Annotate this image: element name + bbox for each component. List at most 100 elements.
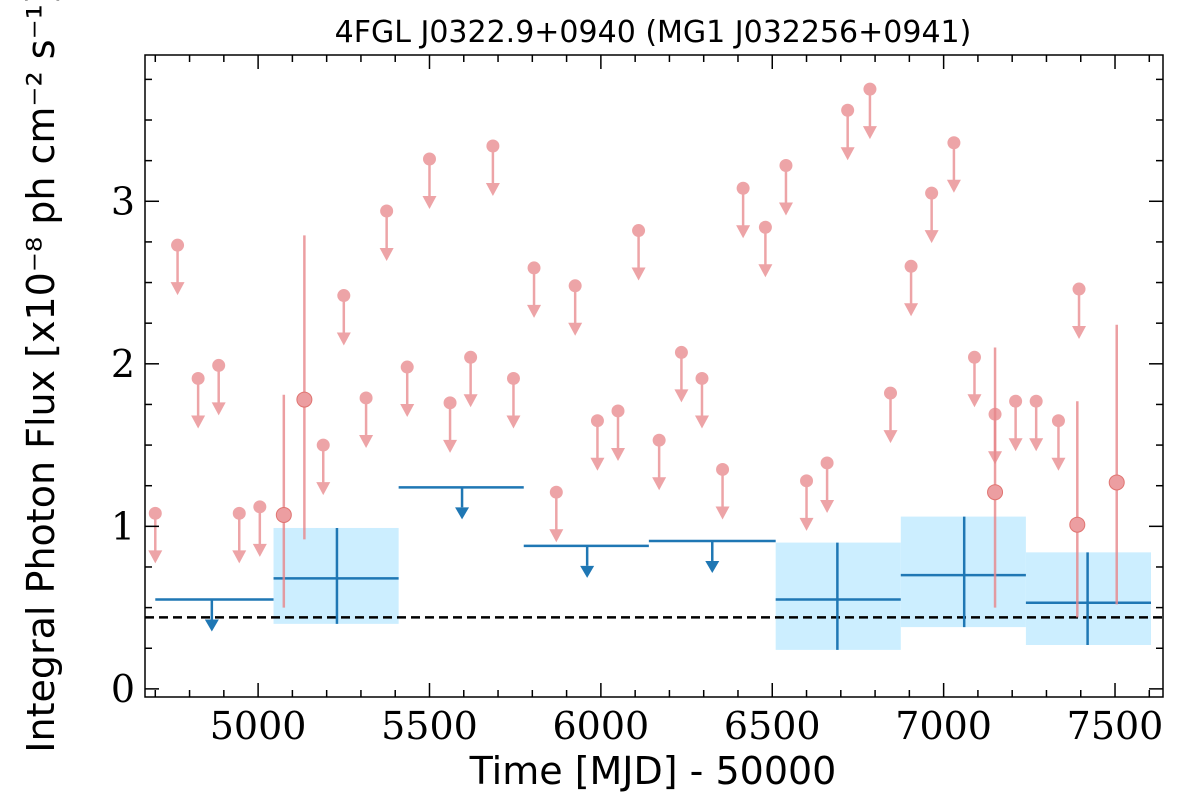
short-bin-upper-limit — [674, 345, 689, 403]
short-bin-limit-marker — [800, 474, 814, 488]
down-arrow-icon — [694, 415, 709, 429]
short-bin-limit-marker — [316, 438, 330, 452]
short-bin-limit-marker — [1009, 394, 1023, 408]
short-bin-upper-limit — [527, 261, 542, 318]
short-bin-upper-limit — [232, 506, 247, 564]
short-bin-upper-limit — [359, 391, 374, 448]
short-bin-limit-marker — [695, 371, 709, 385]
down-arrow-icon — [443, 439, 458, 453]
short-bin-upper-limit — [1051, 414, 1066, 471]
short-bin-upper-limit — [967, 350, 982, 408]
down-arrow-icon — [232, 550, 247, 564]
short-bin-limit-marker — [758, 220, 772, 234]
down-arrow-icon — [967, 394, 982, 408]
short-bin-marker — [1108, 474, 1125, 491]
short-bin-upper-limit — [463, 350, 478, 408]
short-bin-upper-limit — [778, 159, 793, 216]
short-bin-upper-limit — [443, 396, 458, 453]
short-bin-limit-marker — [863, 82, 877, 96]
short-bin-limit-marker — [716, 462, 730, 476]
short-bin-limit-marker — [632, 224, 646, 238]
long-bin-upper-limit — [398, 486, 524, 520]
short-bin-upper-limit — [736, 181, 751, 239]
short-bin-upper-limit — [590, 414, 605, 471]
short-bin-upper-limit — [568, 279, 583, 336]
short-bin-limit-marker — [1072, 282, 1086, 296]
short-bin-limit-marker — [590, 414, 604, 428]
short-bin-limit-marker — [359, 391, 373, 405]
long-bin-detection — [775, 542, 901, 650]
short-bin-upper-limit — [549, 485, 564, 543]
short-bin-upper-limit — [485, 139, 500, 197]
short-bin-upper-limit — [252, 500, 267, 557]
down-arrow-icon — [924, 230, 939, 244]
short-bin-marker — [296, 391, 313, 408]
long-bin-detection — [1025, 552, 1152, 645]
short-bin-limit-marker — [549, 485, 563, 499]
down-arrow-icon — [170, 282, 185, 296]
short-bin-limit-marker — [253, 500, 267, 514]
down-arrow-icon — [359, 434, 374, 448]
short-bin-marker — [1069, 516, 1086, 533]
down-arrow-icon — [736, 225, 751, 239]
short-bin-layer — [148, 82, 1125, 618]
short-bin-upper-limit — [148, 506, 163, 564]
down-arrow-icon — [904, 303, 919, 317]
short-bin-limit-marker — [652, 433, 666, 447]
short-bin-upper-limit — [924, 186, 939, 244]
x-axis-label: Time [MJD] - 50000 — [469, 749, 837, 793]
down-arrow-icon — [211, 402, 226, 416]
down-arrow-icon — [506, 415, 521, 429]
short-bin-detection — [296, 235, 313, 540]
short-bin-limit-marker — [422, 152, 436, 166]
x-tick-label: 7000 — [895, 704, 992, 748]
short-bin-limit-marker — [506, 371, 520, 385]
down-arrow-icon — [580, 565, 595, 578]
short-bin-upper-limit — [758, 220, 773, 278]
down-arrow-icon — [611, 447, 626, 461]
short-bin-limit-marker — [1051, 414, 1065, 428]
chart-title: 4FGL J0322.9+0940 (MG1 J032256+0941) — [335, 15, 972, 50]
down-arrow-icon — [862, 126, 877, 140]
y-axis-label: Integral Photon Flux [x10⁻⁸ ph cm⁻² s⁻¹] — [19, 0, 63, 753]
down-arrow-icon — [1072, 326, 1087, 340]
down-arrow-icon — [568, 322, 583, 336]
short-bin-limit-marker — [486, 139, 500, 153]
short-bin-limit-marker — [1029, 394, 1043, 408]
down-arrow-icon — [883, 430, 898, 444]
down-arrow-icon — [1051, 457, 1066, 471]
short-bin-limit-marker — [568, 279, 582, 293]
down-arrow-icon — [148, 550, 163, 564]
short-bin-limit-marker — [212, 358, 226, 372]
short-bin-upper-limit — [883, 386, 898, 444]
short-bin-limit-marker — [380, 204, 394, 218]
down-arrow-icon — [840, 147, 855, 161]
down-arrow-icon — [590, 457, 605, 471]
short-bin-upper-limit — [652, 433, 667, 491]
short-bin-upper-limit — [820, 456, 835, 513]
down-arrow-icon — [674, 389, 689, 403]
short-bin-limit-marker — [527, 261, 541, 275]
long-bin-upper-limit — [648, 539, 776, 573]
short-bin-upper-limit — [862, 82, 877, 140]
down-arrow-icon — [652, 477, 667, 491]
short-bin-upper-limit — [191, 371, 206, 429]
short-bin-limit-marker — [820, 456, 834, 470]
down-arrow-icon — [705, 560, 720, 573]
short-bin-upper-limit — [506, 371, 521, 429]
short-bin-limit-marker — [736, 181, 750, 195]
short-bin-upper-limit — [379, 204, 394, 262]
down-arrow-icon — [191, 415, 206, 429]
long-bin-upper-limit — [523, 544, 649, 578]
short-bin-upper-limit — [316, 438, 331, 496]
down-arrow-icon — [778, 202, 793, 216]
short-bin-limit-marker — [779, 159, 793, 173]
x-tick-label: 5500 — [381, 704, 478, 748]
short-bin-upper-limit — [904, 259, 919, 317]
short-bin-upper-limit — [422, 152, 437, 210]
short-bin-limit-marker — [884, 386, 898, 400]
down-arrow-icon — [252, 543, 267, 557]
down-arrow-icon — [1029, 438, 1044, 452]
short-bin-limit-marker — [191, 371, 205, 385]
down-arrow-icon — [820, 499, 835, 513]
